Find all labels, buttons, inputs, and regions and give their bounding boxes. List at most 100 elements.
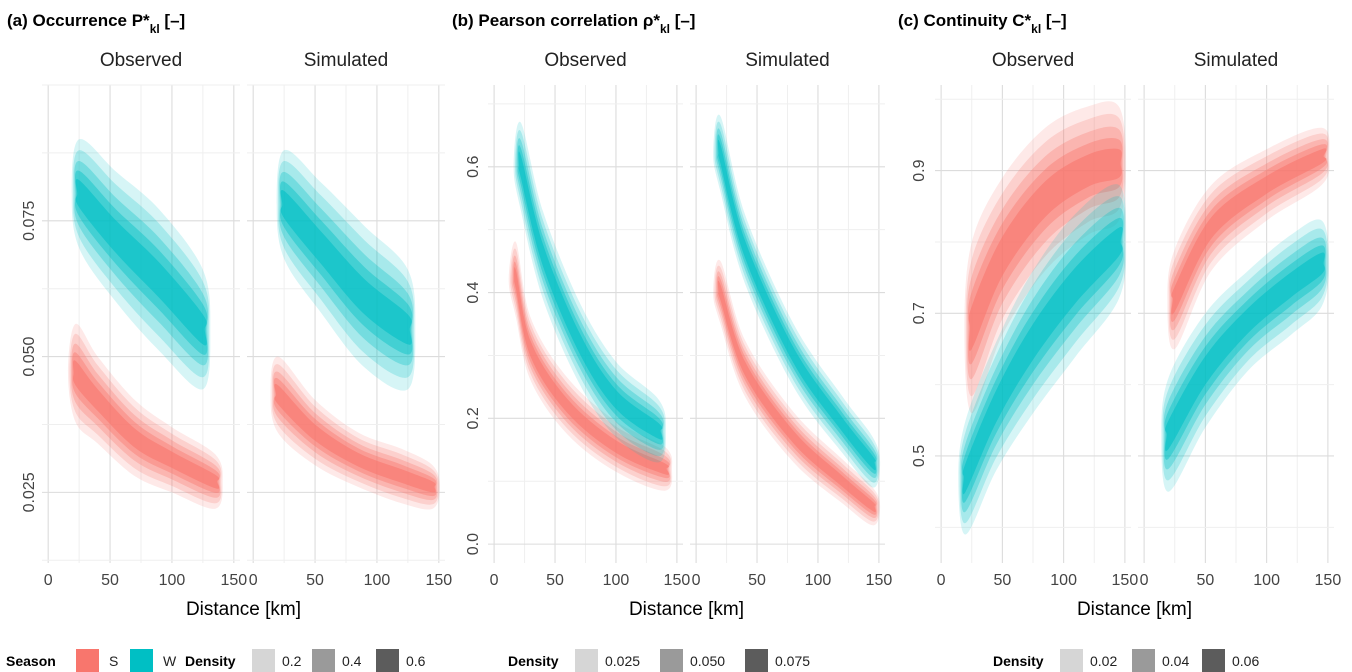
panel-title-sub: kl: [1031, 22, 1041, 36]
legend-density-label: 0.4: [342, 653, 362, 669]
series-S: [1167, 127, 1330, 350]
panel-2: (b) Pearson correlation ρ*kl [–] Observed…: [452, 11, 892, 620]
density-level-5: [514, 267, 669, 475]
panel-title-main: (a) Occurrence P*: [7, 11, 150, 30]
x-tick-label: 50: [993, 572, 1011, 589]
density-swatch: [252, 649, 275, 672]
series-S: [68, 323, 223, 509]
density-swatch: [575, 649, 598, 672]
series-S: [964, 101, 1127, 414]
panel-title-unit: [–]: [160, 11, 186, 30]
x-tick-label: 0: [44, 572, 53, 589]
x-tick-label: 0: [1140, 572, 1149, 589]
season-swatch-w: [130, 649, 153, 672]
series-W: [1161, 219, 1330, 492]
density-level-1: [1167, 127, 1330, 350]
x-tick-label: 50: [306, 572, 324, 589]
density-level-4: [517, 145, 664, 445]
density-bands: [958, 101, 1127, 535]
density-level-5: [274, 383, 436, 493]
density-level-2: [1168, 133, 1329, 340]
panel-title: (b) Pearson correlation ρ*kl [–]: [452, 11, 695, 36]
x-tick-label: 150: [1112, 572, 1139, 589]
panel-3: (c) Continuity C*kl [–] Observed 0 50 100 150…: [898, 11, 1341, 620]
panel-1: (a) Occurrence P*kl [–] Observed 0 50 100 150…: [7, 11, 452, 620]
facet-label: Simulated: [745, 50, 830, 71]
density-level-5: [280, 189, 412, 345]
density-level-5: [968, 148, 1122, 351]
x-axis-label: Distance [km]: [1077, 599, 1192, 620]
panel-title: (c) Continuity C*kl [–]: [898, 11, 1067, 36]
series-S: [270, 356, 440, 510]
density-swatch: [745, 649, 768, 672]
x-axis-label: Distance [km]: [629, 599, 744, 620]
facet-observed: Observed 0 50 100 150: [488, 50, 690, 589]
legend-density-label: 0.2: [282, 653, 302, 669]
legend-density-title: Density: [993, 653, 1044, 669]
x-tick-label: 150: [1315, 572, 1342, 589]
x-tick-label: 100: [1050, 572, 1077, 589]
panel-title-main: (b) Pearson correlation ρ*: [452, 11, 660, 30]
density-swatch: [376, 649, 399, 672]
panel-title-main: (c) Continuity C*: [898, 11, 1032, 30]
legend-density-label: 0.04: [1162, 653, 1189, 669]
facet-observed: Observed 0 50 100 150: [42, 50, 247, 589]
density-level-4: [717, 276, 877, 515]
density-swatch: [1132, 649, 1155, 672]
density-bands: [713, 114, 881, 526]
density-swatch: [1202, 649, 1225, 672]
legend-density-title: Density: [508, 653, 559, 669]
density-level-1: [513, 121, 666, 463]
x-tick-label: 150: [425, 572, 452, 589]
density-swatch: [1060, 649, 1083, 672]
y-tick-label: 0.5: [911, 445, 928, 467]
legend-density-label: 0.025: [605, 653, 640, 669]
panel-title: (a) Occurrence P*kl [–]: [7, 11, 185, 36]
legend-density-label: 0.075: [775, 653, 810, 669]
legend-season-title: Season: [6, 653, 56, 669]
legend-density-label: 0.02: [1090, 653, 1117, 669]
series-S: [713, 259, 881, 526]
density-level-5: [1165, 252, 1325, 452]
x-tick-label: 150: [866, 572, 893, 589]
x-axis-label: Distance [km]: [186, 599, 301, 620]
x-tick-label: 50: [101, 572, 119, 589]
density-level-3: [1169, 139, 1328, 331]
density-bands: [68, 138, 223, 509]
facet-label: Observed: [100, 50, 182, 71]
x-tick-label: 150: [664, 572, 691, 589]
density-level-5: [75, 179, 207, 346]
facet-label: Observed: [992, 50, 1074, 71]
x-tick-label: 0: [937, 572, 946, 589]
x-tick-label: 0: [490, 572, 499, 589]
density-bands: [508, 121, 673, 491]
x-tick-label: 100: [364, 572, 391, 589]
legend-density-title: Density: [185, 653, 236, 669]
x-tick-label: 0: [249, 572, 258, 589]
facet-label: Simulated: [304, 50, 389, 71]
y-tick-label: 0.075: [21, 201, 38, 241]
panel-title-sub: kl: [660, 22, 670, 36]
density-level-5: [1171, 148, 1327, 315]
facet-simulated: Simulated 0 50 100 150: [690, 50, 892, 589]
panel-title-sub: kl: [150, 22, 160, 36]
facet-simulated: Simulated 0 50 100 150: [1138, 50, 1341, 589]
y-tick-label: 0.025: [21, 472, 38, 512]
density-swatch: [312, 649, 335, 672]
x-tick-label: 50: [748, 572, 766, 589]
y-tick-label: 0.4: [465, 281, 482, 303]
density-level-3: [967, 126, 1124, 380]
y-tick-label: 0.2: [465, 407, 482, 429]
legend-density-label: 0.06: [1232, 653, 1259, 669]
x-tick-label: 100: [159, 572, 186, 589]
density-level-5: [962, 226, 1123, 495]
x-tick-label: 0: [692, 572, 701, 589]
density-bands: [270, 149, 440, 510]
x-tick-label: 100: [805, 572, 832, 589]
panel-title-unit: [–]: [670, 11, 696, 30]
series-W: [713, 114, 881, 488]
x-tick-label: 100: [1253, 572, 1280, 589]
y-tick-label: 0.7: [911, 302, 928, 324]
y-tick-label: 0.9: [911, 159, 928, 181]
